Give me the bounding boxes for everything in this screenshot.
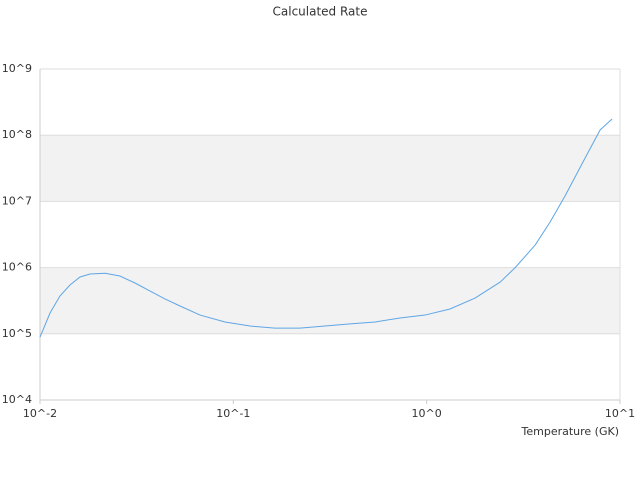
y-tick-label: 10^4: [2, 393, 32, 406]
y-tick-label: 10^6: [2, 261, 32, 274]
y-tick-label: 10^7: [2, 194, 32, 207]
x-tick-label: 10^1: [605, 407, 635, 420]
x-tick-label: 10^-1: [216, 407, 250, 420]
data-line: [39, 118, 613, 338]
chart-title: Calculated Rate: [273, 5, 368, 19]
band: [40, 267, 620, 334]
y-tick-label: 10^5: [2, 327, 32, 340]
band: [40, 135, 620, 202]
x-axis-label: Temperature (GK): [521, 425, 620, 438]
y-tick-label: 10^8: [2, 128, 32, 141]
x-tick-label: 10^-2: [23, 407, 57, 420]
x-tick-label: 10^0: [412, 407, 442, 420]
y-tick-label: 10^9: [2, 62, 32, 75]
